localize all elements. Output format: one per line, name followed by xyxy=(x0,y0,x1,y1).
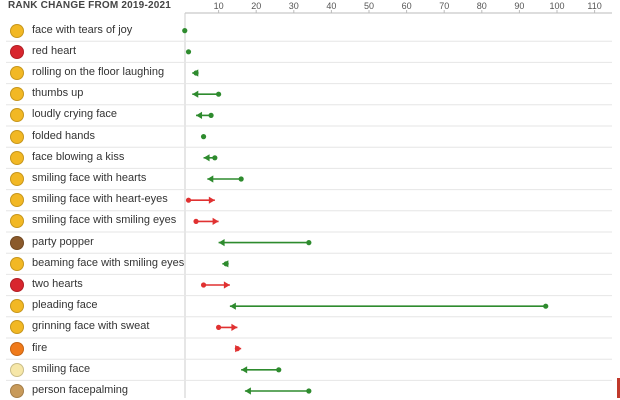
rank-2021-arrowhead xyxy=(223,281,230,289)
edge-marker xyxy=(617,378,620,398)
rank-2021-arrowhead xyxy=(196,111,203,119)
rank-2021-arrowhead xyxy=(207,175,214,183)
x-tick-label-10: 10 xyxy=(214,1,224,11)
row-label: pleading face xyxy=(32,299,98,312)
row-label: smiling face with heart-eyes xyxy=(32,193,168,206)
person-facepalming-icon xyxy=(10,384,24,398)
rank-2021-arrowhead xyxy=(235,345,242,353)
rank-dot-same xyxy=(182,28,188,34)
chart-title: RANK CHANGE FROM 2019-2021 xyxy=(8,0,172,11)
row-label: grinning face with sweat xyxy=(32,320,150,333)
rank-2021-arrowhead xyxy=(222,260,229,268)
face-blowing-kiss-icon xyxy=(10,150,24,165)
rank-2021-arrowhead xyxy=(231,323,238,331)
face-with-tears-of-joy-icon xyxy=(10,23,24,38)
rank-2021-arrowhead xyxy=(241,366,248,374)
rolling-on-floor-laughing-icon xyxy=(10,66,24,80)
rank-2019-dot xyxy=(543,303,549,309)
x-tick-label-30: 30 xyxy=(289,1,299,11)
x-tick-label-70: 70 xyxy=(439,1,449,11)
rank-2021-arrowhead xyxy=(192,69,199,77)
loudly-crying-face-icon xyxy=(10,108,24,123)
rank-2019-dot xyxy=(185,197,192,203)
row-label: smiling face with smiling eyes xyxy=(32,214,177,227)
rank-2021-arrowhead xyxy=(192,90,199,98)
row-label: red heart xyxy=(32,44,77,57)
row-label: party popper xyxy=(32,235,94,248)
x-tick-label-110: 110 xyxy=(587,1,601,11)
x-tick-label-50: 50 xyxy=(364,1,374,11)
row-label: folded hands xyxy=(32,129,95,142)
fire-icon xyxy=(10,341,24,356)
rank-dot-same xyxy=(200,134,207,140)
x-tick-label-40: 40 xyxy=(326,1,336,11)
rank-dot-same xyxy=(185,49,192,55)
row-label: beaming face with smiling eyes xyxy=(32,256,185,269)
x-tick-label-20: 20 xyxy=(251,1,261,11)
row-label: face with tears of joy xyxy=(32,23,133,36)
x-tick-label-90: 90 xyxy=(514,1,524,11)
row-label: two hearts xyxy=(32,278,83,290)
rank-2021-arrowhead xyxy=(244,387,251,395)
rank-2019-dot xyxy=(216,91,222,97)
pleading-face-icon xyxy=(10,299,24,314)
smiling-face-icon xyxy=(10,362,24,377)
rank-2019-dot xyxy=(306,240,312,246)
party-popper-icon xyxy=(10,235,24,250)
rank-2019-dot xyxy=(216,324,222,330)
rank-2019-dot xyxy=(200,282,207,288)
rank-2019-dot xyxy=(193,218,199,224)
grinning-face-with-sweat-icon xyxy=(10,320,24,335)
row-label: smiling face with hearts xyxy=(32,172,147,184)
rank-2021-arrowhead xyxy=(218,239,225,247)
rank-2019-dot xyxy=(306,388,312,394)
x-tick-label-80: 80 xyxy=(477,1,487,11)
rank-2021-arrowhead xyxy=(229,302,236,310)
row-label: person facepalming xyxy=(32,384,129,396)
beaming-face-icon xyxy=(10,256,24,271)
smiling-face-with-hearts-icon xyxy=(10,172,24,186)
row-label: rolling on the floor laughing xyxy=(32,66,165,78)
smiling-face-with-heart-eyes-icon xyxy=(10,193,24,208)
rank-2021-arrowhead xyxy=(212,217,219,225)
rank-2019-dot xyxy=(238,176,244,182)
thumbs-up-icon xyxy=(10,87,24,102)
rank-2019-dot xyxy=(276,367,282,373)
row-label: thumbs up xyxy=(32,87,84,100)
row-label: loudly crying face xyxy=(32,108,117,121)
rank-2021-arrowhead xyxy=(203,154,210,162)
folded-hands-icon xyxy=(10,129,24,144)
row-label: fire xyxy=(32,341,48,354)
two-hearts-icon xyxy=(10,278,24,292)
rank-2019-dot xyxy=(208,112,214,118)
x-tick-label-100: 100 xyxy=(549,1,564,11)
smiling-face-with-smiling-eyes-icon xyxy=(10,214,24,229)
rank-2019-dot xyxy=(212,155,218,161)
row-label: face blowing a kiss xyxy=(32,150,125,163)
rank-2021-arrowhead xyxy=(208,196,215,204)
x-tick-label-60: 60 xyxy=(402,1,412,11)
red-heart-icon xyxy=(10,44,24,59)
row-label: smiling face xyxy=(32,362,91,375)
